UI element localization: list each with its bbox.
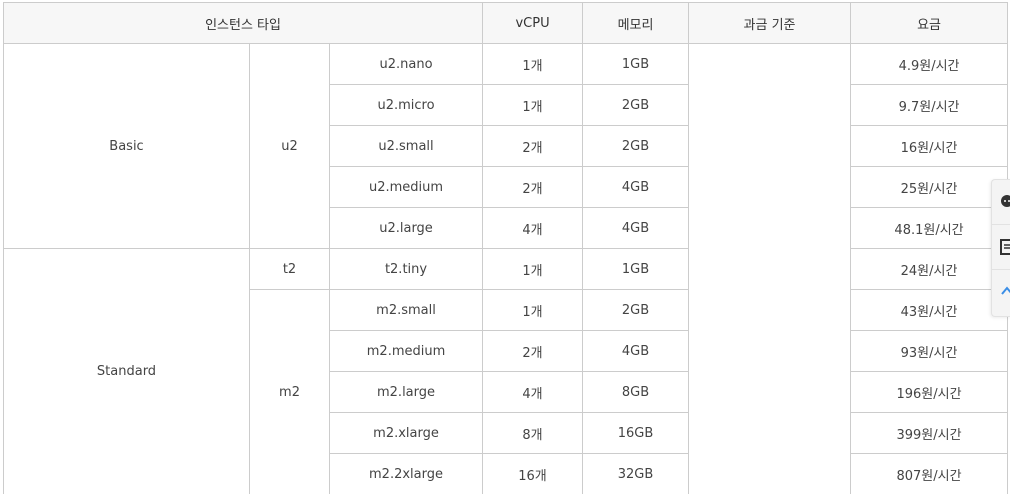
table-row: Basic u2 u2.nano 1개 1GB 4.9원/시간 bbox=[3, 43, 1009, 494]
instance-name: u2.large bbox=[328, 207, 484, 249]
memory-cell: 1GB bbox=[582, 43, 690, 85]
scroll-top-button[interactable] bbox=[992, 270, 1010, 314]
memory-cell: 1GB bbox=[582, 248, 690, 290]
vcpu-cell: 4개 bbox=[482, 371, 584, 413]
instance-name: u2.medium bbox=[328, 166, 484, 208]
table-row: m2.xlarge 8개 16GB 399원/시간 bbox=[4, 412, 1009, 454]
table-header-row: 인스턴스 타입 vCPU 메모리 과금 기준 요금 bbox=[2, 2, 1009, 44]
arrow-up-icon bbox=[1001, 286, 1010, 295]
document-icon bbox=[1000, 239, 1010, 255]
vcpu-cell: 1개 bbox=[482, 84, 584, 126]
group-basic: Basic bbox=[3, 43, 250, 249]
table-row: u2.small 2개 2GB 16원/시간 bbox=[4, 125, 1009, 167]
vcpu-cell: 16개 bbox=[482, 453, 584, 494]
header-vcpu: vCPU bbox=[482, 2, 584, 44]
table-row: m2 m2.small 1개 2GB 43원/시간 bbox=[4, 289, 1009, 494]
vcpu-cell: 8개 bbox=[482, 412, 584, 454]
price-cell: 399원/시간 bbox=[850, 412, 1009, 454]
memory-cell: 8GB bbox=[582, 371, 690, 413]
memory-cell: 2GB bbox=[582, 125, 690, 167]
header-instance-type: 인스턴스 타입 bbox=[2, 2, 484, 44]
price-cell: 196원/시간 bbox=[850, 371, 1009, 413]
header-memory: 메모리 bbox=[582, 2, 690, 44]
memory-cell: 16GB bbox=[582, 412, 690, 454]
vcpu-cell: 2개 bbox=[482, 330, 584, 372]
instance-name: u2.nano bbox=[328, 43, 484, 85]
instance-name: m2.small bbox=[328, 289, 484, 331]
price-cell: 9.7원/시간 bbox=[850, 84, 1009, 126]
vcpu-cell: 2개 bbox=[482, 166, 584, 208]
table-row: m2.large 4개 8GB 196원/시간 bbox=[4, 371, 1009, 413]
chat-icon bbox=[1001, 195, 1010, 207]
group-standard: Standard bbox=[3, 248, 250, 494]
table-row: u2.micro 1개 2GB 9.7원/시간 bbox=[4, 84, 1009, 126]
family-t2: t2 bbox=[249, 248, 330, 290]
vcpu-cell: 1개 bbox=[482, 289, 584, 331]
instance-name: m2.medium bbox=[328, 330, 484, 372]
memory-cell: 4GB bbox=[582, 166, 690, 208]
price-cell: 25원/시간 bbox=[850, 166, 1009, 208]
memory-cell: 4GB bbox=[582, 330, 690, 372]
vcpu-cell: 2개 bbox=[482, 125, 584, 167]
memory-cell: 32GB bbox=[582, 453, 690, 494]
price-cell: 16원/시간 bbox=[850, 125, 1009, 167]
table-row: m2.medium 2개 4GB 93원/시간 bbox=[4, 330, 1009, 372]
price-cell: 48.1원/시간 bbox=[850, 207, 1009, 249]
header-billing: 과금 기준 bbox=[688, 2, 852, 44]
price-cell: 93원/시간 bbox=[850, 330, 1009, 372]
memory-cell: 2GB bbox=[582, 289, 690, 331]
instance-name: u2.micro bbox=[328, 84, 484, 126]
table-row: u2.large 4개 4GB 48.1원/시간 bbox=[4, 207, 1009, 249]
instance-name: m2.2xlarge bbox=[328, 453, 484, 494]
vcpu-cell: 1개 bbox=[482, 43, 584, 85]
table-row: m2.2xlarge 16개 32GB 807원/시간 bbox=[4, 453, 1009, 494]
price-cell: 24원/시간 bbox=[850, 248, 1009, 290]
chat-button[interactable] bbox=[992, 180, 1010, 225]
header-price: 요금 bbox=[850, 2, 1009, 44]
table-row: u2.medium 2개 4GB 25원/시간 bbox=[4, 166, 1009, 208]
vcpu-cell: 1개 bbox=[482, 248, 584, 290]
vcpu-cell: 4개 bbox=[482, 207, 584, 249]
billing-cell bbox=[688, 43, 852, 494]
family-m2: m2 bbox=[249, 289, 330, 494]
price-cell: 43원/시간 bbox=[850, 289, 1009, 331]
price-cell: 807원/시간 bbox=[850, 453, 1009, 494]
memory-cell: 4GB bbox=[582, 207, 690, 249]
price-cell: 4.9원/시간 bbox=[850, 43, 1009, 85]
table-row: Standard t2 t2.tiny 1개 1GB 24원/시간 bbox=[3, 248, 1009, 494]
floating-side-widget bbox=[991, 179, 1010, 317]
instance-name: m2.large bbox=[328, 371, 484, 413]
instance-name: m2.xlarge bbox=[328, 412, 484, 454]
instance-name: u2.small bbox=[328, 125, 484, 167]
memory-cell: 2GB bbox=[582, 84, 690, 126]
family-u2: u2 bbox=[249, 43, 330, 249]
instance-name: t2.tiny bbox=[328, 248, 484, 290]
document-button[interactable] bbox=[992, 225, 1010, 270]
